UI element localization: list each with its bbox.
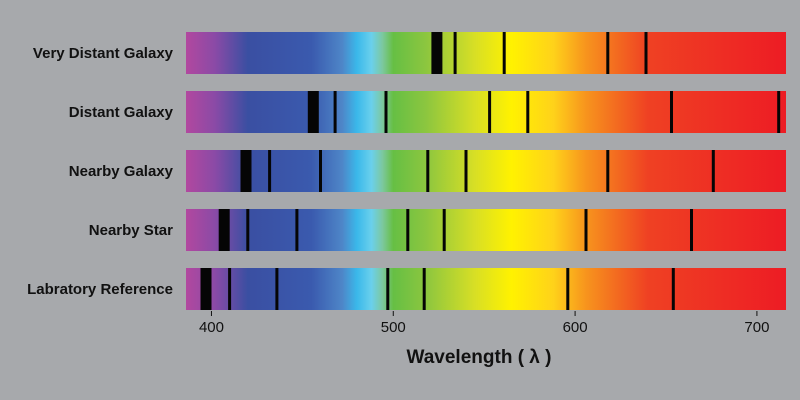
spectrum-label: Nearby Star: [89, 222, 173, 239]
absorption-line: [566, 268, 570, 310]
axis-title: Wavelength ( λ ): [407, 347, 552, 368]
absorption-line: [606, 32, 610, 74]
absorption-line: [464, 150, 468, 192]
axis-tick-label: 600: [563, 319, 588, 336]
absorption-line: [670, 91, 673, 133]
absorption-line-heavy: [307, 91, 319, 133]
spectrum-label: Distant Galaxy: [69, 104, 174, 121]
spectrum-band: [186, 91, 786, 133]
absorption-line: [246, 209, 250, 251]
absorption-line: [333, 91, 337, 133]
absorption-line: [275, 268, 279, 310]
absorption-line: [584, 209, 588, 251]
spectrum-row: Labratory Reference: [27, 268, 786, 310]
absorption-line: [644, 32, 648, 74]
spectrum-label: Nearby Galaxy: [69, 163, 174, 180]
axis-tick-label: 700: [744, 319, 769, 336]
spectrum-row: Nearby Galaxy: [69, 150, 786, 192]
absorption-line: [319, 150, 322, 192]
absorption-line: [671, 268, 675, 310]
spectrum-bands: Very Distant Galaxy Distant Galaxy Nearby …: [27, 32, 786, 310]
absorption-line: [711, 150, 715, 192]
absorption-line: [777, 91, 781, 133]
absorption-line-heavy: [200, 268, 212, 310]
absorption-line: [488, 91, 492, 133]
absorption-line-heavy: [240, 150, 252, 192]
spectrum-label: Very Distant Galaxy: [33, 45, 174, 62]
absorption-line: [526, 91, 530, 133]
spectrum-row: Very Distant Galaxy: [33, 32, 786, 74]
absorption-line: [295, 209, 299, 251]
spectrum-label: Labratory Reference: [27, 281, 173, 298]
absorption-line: [406, 209, 410, 251]
axis-tick-label: 400: [199, 319, 224, 336]
spectrum-row: Nearby Star: [89, 209, 786, 251]
spectrum-band: [186, 268, 786, 310]
spectrum-band: [186, 32, 786, 74]
spectrum-band: [186, 209, 786, 251]
spectrum-row: Distant Galaxy: [69, 91, 786, 133]
spectrum-band: [186, 150, 786, 192]
absorption-line: [384, 91, 388, 133]
axis-ticks: 400 500 600 700: [199, 311, 769, 336]
axis-tick-label: 500: [381, 319, 406, 336]
absorption-line: [268, 150, 272, 192]
absorption-line: [442, 209, 446, 251]
absorption-line: [502, 32, 506, 74]
absorption-line: [426, 150, 430, 192]
absorption-line: [453, 32, 457, 74]
absorption-line: [422, 268, 426, 310]
absorption-line: [606, 150, 610, 192]
absorption-line: [228, 268, 232, 310]
absorption-line-heavy: [431, 32, 443, 74]
absorption-line-heavy: [218, 209, 230, 251]
absorption-line: [386, 268, 390, 310]
absorption-line: [690, 209, 693, 251]
